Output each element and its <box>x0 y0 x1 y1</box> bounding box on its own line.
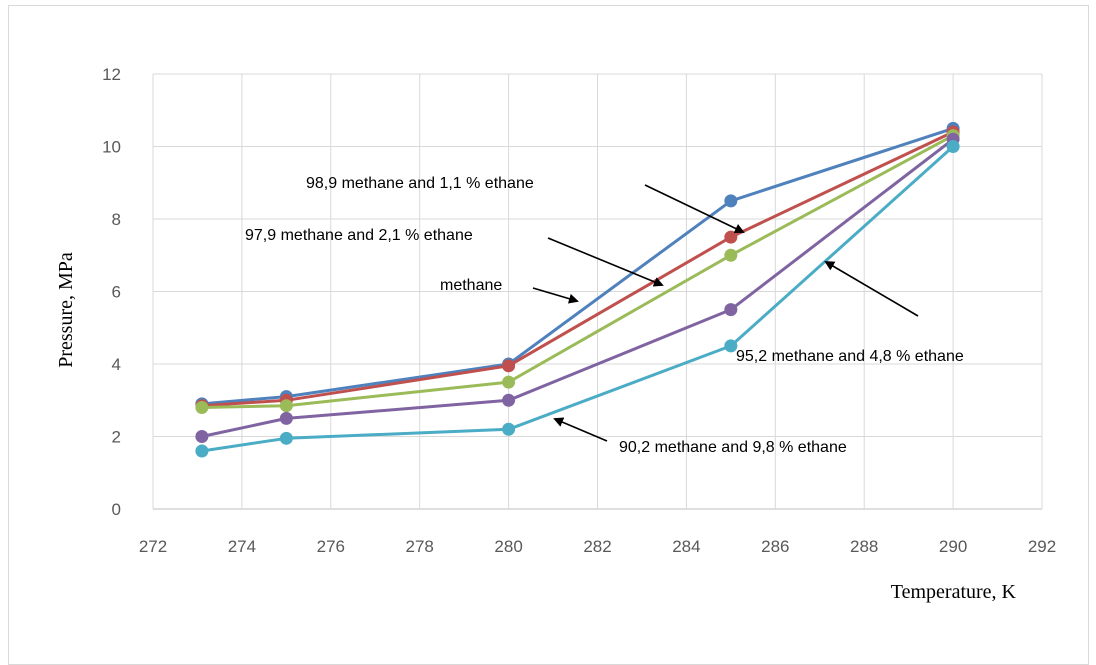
series-2 <box>195 125 960 413</box>
data-point <box>502 393 516 407</box>
series-5 <box>195 140 960 458</box>
x-tick-label: 282 <box>583 537 611 556</box>
series-1 <box>195 121 960 411</box>
y-tick-label: 8 <box>112 210 121 229</box>
data-point <box>195 430 209 443</box>
x-tick-label: 274 <box>228 537 256 556</box>
y-tick-label: 12 <box>102 65 121 84</box>
annotation-5: 90,2 methane and 9,8 % ethane <box>553 417 847 456</box>
y-tick-label: 2 <box>112 428 121 447</box>
data-point <box>946 140 960 153</box>
annotation-label: 95,2 methane and 4,8 % ethane <box>736 348 964 365</box>
x-tick-label: 284 <box>672 537 700 556</box>
annotation-arrow <box>532 287 579 304</box>
annotation-label: methane <box>440 277 502 294</box>
annotation-4: 95,2 methane and 4,8 % ethane <box>736 260 964 365</box>
data-point <box>279 431 293 445</box>
annotation-label: 90,2 methane and 9,8 % ethane <box>619 439 847 456</box>
x-tick-label: 272 <box>139 537 167 556</box>
annotations: 98,9 methane and 1,1 % ethane 97,9 methan… <box>245 175 964 456</box>
x-tick-label: 286 <box>761 537 789 556</box>
annotation-3: methane <box>440 277 579 304</box>
y-tick-label: 10 <box>102 138 121 157</box>
data-point <box>279 411 293 425</box>
data-point <box>724 194 738 208</box>
data-point <box>724 230 738 244</box>
data-point <box>724 248 738 262</box>
y-tick-label: 6 <box>112 283 121 302</box>
data-point <box>502 359 516 373</box>
series-lines <box>195 121 960 458</box>
x-tick-label: 292 <box>1028 537 1056 556</box>
annotation-arrow <box>553 417 608 442</box>
data-point <box>279 399 293 413</box>
annotation-label: 97,9 methane and 2,1 % ethane <box>245 227 473 244</box>
x-tick-label: 290 <box>939 537 967 556</box>
annotation-2: 97,9 methane and 2,1 % ethane <box>245 227 664 287</box>
annotation-arrow <box>547 237 664 287</box>
data-point <box>724 303 738 317</box>
y-tick-label: 4 <box>112 355 121 374</box>
data-point <box>195 401 209 414</box>
data-point <box>502 422 516 436</box>
data-point <box>724 339 738 353</box>
y-axis-title: Pressure, MPa <box>55 252 77 368</box>
annotation-label: 98,9 methane and 1,1 % ethane <box>306 175 534 192</box>
data-point <box>502 375 516 389</box>
x-tick-label: 276 <box>317 537 345 556</box>
y-tick-label: 0 <box>112 500 121 519</box>
tick-labels: 0 2 4 6 8 10 12 272 274 276 278 280 282 284 286 288 290 2… <box>102 65 1056 556</box>
x-axis-title: Temperature, K <box>891 581 1017 603</box>
x-tick-label: 280 <box>494 537 522 556</box>
series-line <box>201 145 955 453</box>
chart-svg: 0 2 4 6 8 10 12 272 274 276 278 280 282 284 286 288 290 2… <box>55 65 1056 603</box>
annotation-arrow <box>644 184 745 234</box>
annotation-arrow <box>824 260 919 317</box>
x-tick-label: 288 <box>850 537 878 556</box>
series-4 <box>195 132 960 443</box>
annotation-1: 98,9 methane and 1,1 % ethane <box>306 175 745 234</box>
data-point <box>195 444 209 458</box>
x-tick-label: 278 <box>406 537 434 556</box>
